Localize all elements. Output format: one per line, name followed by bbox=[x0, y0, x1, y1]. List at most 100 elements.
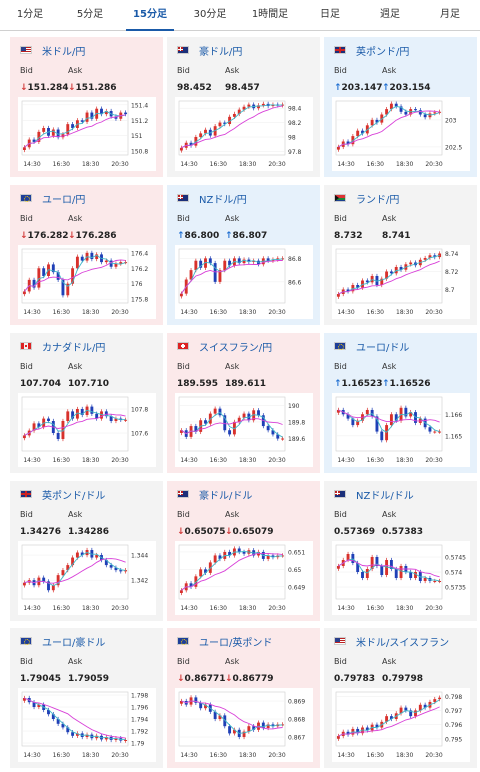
x-tick-label: 14:30 bbox=[23, 752, 40, 759]
candle-body bbox=[257, 105, 260, 109]
y-tick-label: 176 bbox=[131, 281, 143, 288]
pair-link[interactable]: 豪ドル/円 bbox=[199, 46, 243, 58]
candle-body bbox=[51, 264, 55, 273]
rate-card-eur-jpy[interactable]: ユーロ/円 Bid Ask ↓176.282 ↓176.286 176.4 176.2 176… bbox=[10, 185, 163, 325]
pair-link[interactable]: 英ポンド/ドル bbox=[42, 490, 106, 502]
pair-link[interactable]: ユーロ/円 bbox=[42, 194, 86, 206]
candle-body bbox=[56, 719, 60, 724]
price-chart[interactable]: 0.798 0.797 0.796 0.795 14:30 16:30 18:30 20:30 bbox=[332, 688, 470, 762]
price-chart[interactable]: 8.74 8.72 8.7 14:30 16:30 18:30 20:30 bbox=[332, 245, 470, 319]
x-tick-label: 16:30 bbox=[367, 161, 384, 168]
pair-link[interactable]: NZドル/円 bbox=[199, 194, 247, 206]
candle-body bbox=[75, 256, 79, 269]
rate-card-eur-gbp[interactable]: ユーロ/英ポンド Bid Ask ↓0.86771 ↓0.86779 0.869 0.868… bbox=[167, 628, 320, 768]
rate-card-usd-jpy[interactable]: 米ドル/円 Bid Ask ↓151.284 ↓151.286 151.4 151.2 151… bbox=[10, 37, 163, 177]
rate-card-chf-jpy[interactable]: スイスフラン/円 Bid Ask 189.595 189.611 190 189.8 189.… bbox=[167, 333, 320, 473]
ask-value: 107.710 bbox=[68, 379, 109, 389]
x-tick-label: 20:30 bbox=[425, 309, 442, 316]
bid-value: 98.452 bbox=[177, 83, 212, 93]
pair-link[interactable]: ユーロ/ドル bbox=[356, 342, 410, 354]
candle-body bbox=[276, 258, 280, 260]
rate-card-aud-usd[interactable]: 豪ドル/ドル Bid Ask ↓0.65075 ↓0.65079 0.651 0.65 0.6… bbox=[167, 481, 320, 621]
candle-body bbox=[22, 147, 26, 150]
y-tick-label: 0.869 bbox=[288, 699, 305, 706]
tab-daily[interactable]: 日足 bbox=[320, 9, 340, 20]
candle-body bbox=[423, 258, 427, 260]
x-tick-label: 18:30 bbox=[396, 752, 413, 759]
pair-link[interactable]: ユーロ/英ポンド bbox=[199, 637, 273, 649]
price-chart[interactable]: 190 189.8 189.6 14:30 16:30 18:30 20:30 bbox=[175, 393, 313, 467]
candle-body bbox=[85, 112, 89, 122]
candle-body bbox=[404, 111, 408, 115]
rate-card-eur-aud[interactable]: ユーロ/豪ドル Bid Ask 1.79045 1.79059 1.798 1.796 1.7… bbox=[10, 628, 163, 768]
ask-value: 0.79798 bbox=[382, 674, 423, 684]
bid-value: ↓151.284 bbox=[20, 83, 69, 93]
tab-1min[interactable]: 1分足 bbox=[16, 9, 44, 20]
pair-link[interactable]: 米ドル/スイスフラン bbox=[356, 637, 450, 649]
candle-body bbox=[37, 268, 41, 288]
rate-card-nzd-usd[interactable]: NZドル/ドル Bid Ask 0.57369 0.57383 0.5745 0.574 0.… bbox=[324, 481, 477, 621]
ask-direction-icon: ↓ bbox=[68, 231, 76, 241]
x-tick-label: 16:30 bbox=[53, 605, 70, 612]
rate-card-eur-usd[interactable]: ユーロ/ドル Bid Ask ↑1.16523 ↑1.16526 1.166 1.165 14… bbox=[324, 333, 477, 473]
y-tick-label: 189.8 bbox=[288, 419, 305, 426]
rate-card-gbp-jpy[interactable]: 英ポンド/円 Bid Ask ↑203.147 ↑203.154 203 202.5 14:3… bbox=[324, 37, 477, 177]
price-chart[interactable]: 0.869 0.868 0.867 14:30 16:30 18:30 20:30 bbox=[175, 688, 313, 762]
tab-monthly[interactable]: 月足 bbox=[440, 9, 460, 20]
price-chart[interactable]: 1.166 1.165 14:30 16:30 18:30 20:30 bbox=[332, 393, 470, 467]
pair-link[interactable]: 英ポンド/円 bbox=[356, 46, 410, 58]
ask-price: 98.457 bbox=[225, 83, 260, 93]
candle-body bbox=[71, 411, 75, 419]
candle-body bbox=[375, 276, 379, 285]
pair-link[interactable]: ユーロ/豪ドル bbox=[42, 637, 106, 649]
ask-price: 0.86779 bbox=[232, 674, 274, 684]
gb-flag-icon bbox=[20, 490, 32, 498]
candle-body bbox=[428, 255, 432, 258]
candle-body bbox=[95, 555, 99, 558]
tab-1hour[interactable]: 1時間足 bbox=[251, 9, 289, 20]
candle-body bbox=[242, 259, 246, 264]
price-chart[interactable]: 176.4 176.2 176 175.8 14:30 16:30 18:30 20:30 bbox=[18, 245, 156, 319]
ask-value: 1.79059 bbox=[68, 674, 109, 684]
price-chart[interactable]: 0.5745 0.574 0.5735 14:30 16:30 18:30 20:30 bbox=[332, 541, 470, 615]
rate-card-zar-jpy[interactable]: ランド/円 Bid Ask 8.732 8.741 8.74 8.72 8.7 14:30 16:… bbox=[324, 185, 477, 325]
price-chart[interactable]: 1.798 1.796 1.794 1.792 1.79 14:30 16:30 18:30 2… bbox=[18, 688, 156, 762]
y-tick-label: 0.65 bbox=[288, 567, 302, 574]
candle-body bbox=[228, 551, 232, 556]
bid-label: Bid bbox=[177, 362, 190, 371]
pair-link[interactable]: カナダドル/円 bbox=[42, 342, 106, 354]
price-chart[interactable]: 98.4 98.2 98 97.8 14:30 16:30 18:30 20:30 bbox=[175, 97, 313, 171]
rate-card-gbp-usd[interactable]: 英ポンド/ドル Bid Ask 1.34276 1.34286 1.344 1.342 14:… bbox=[10, 481, 163, 621]
ask-label: Ask bbox=[68, 214, 83, 223]
price-chart[interactable]: 86.8 86.6 14:30 16:30 18:30 20:30 bbox=[175, 245, 313, 319]
tab-5min[interactable]: 5分足 bbox=[76, 9, 104, 20]
price-chart[interactable]: 107.8 107.6 14:30 16:30 18:30 20:30 bbox=[18, 393, 156, 467]
rate-card-nzd-jpy[interactable]: NZドル/円 Bid Ask ↑86.800 ↑86.807 86.8 86.6 14:30 1… bbox=[167, 185, 320, 325]
pair-link[interactable]: 米ドル/円 bbox=[42, 46, 86, 58]
price-chart[interactable]: 0.651 0.65 0.649 14:30 16:30 18:30 20:30 bbox=[175, 541, 313, 615]
pair-link[interactable]: スイスフラン/円 bbox=[199, 342, 273, 354]
rate-card-aud-jpy[interactable]: 豪ドル/円 Bid Ask 98.452 98.457 98.4 98.2 98 97.8 14:… bbox=[167, 37, 320, 177]
tab-30min[interactable]: 30分足 bbox=[193, 9, 227, 20]
candle-body bbox=[380, 566, 384, 575]
tab-15min[interactable]: 15分足 bbox=[120, 0, 180, 31]
y-tick-label: 97.8 bbox=[288, 149, 302, 156]
candle-body bbox=[394, 569, 398, 578]
timeframe-tabs: 1分足 5分足 15分足 30分足 1時間足 日足 週足 月足 bbox=[0, 0, 480, 31]
pair-link[interactable]: 豪ドル/ドル bbox=[199, 490, 253, 502]
price-chart[interactable]: 151.4 151.2 151 150.8 14:30 16:30 18:30 20:30 bbox=[18, 97, 156, 171]
pair-link[interactable]: ランド/円 bbox=[356, 194, 400, 206]
rate-card-cad-jpy[interactable]: カナダドル/円 Bid Ask 107.704 107.710 107.8 107.6 14:… bbox=[10, 333, 163, 473]
candle-body bbox=[228, 116, 232, 125]
pair-link[interactable]: NZドル/ドル bbox=[356, 490, 414, 502]
candle-body bbox=[252, 410, 256, 421]
candle-body bbox=[61, 421, 65, 439]
bid-label: Bid bbox=[334, 657, 347, 666]
ask-label: Ask bbox=[225, 214, 240, 223]
price-chart[interactable]: 1.344 1.342 14:30 16:30 18:30 20:30 bbox=[18, 541, 156, 615]
y-tick-label: 0.796 bbox=[445, 722, 462, 729]
rate-card-usd-chf[interactable]: 米ドル/スイスフラン Bid Ask 0.79783 0.79798 0.798 0.797… bbox=[324, 628, 477, 768]
price-chart[interactable]: 203 202.5 14:30 16:30 18:30 20:30 bbox=[332, 97, 470, 171]
y-tick-label: 86.8 bbox=[288, 256, 302, 263]
tab-weekly[interactable]: 週足 bbox=[380, 9, 400, 20]
